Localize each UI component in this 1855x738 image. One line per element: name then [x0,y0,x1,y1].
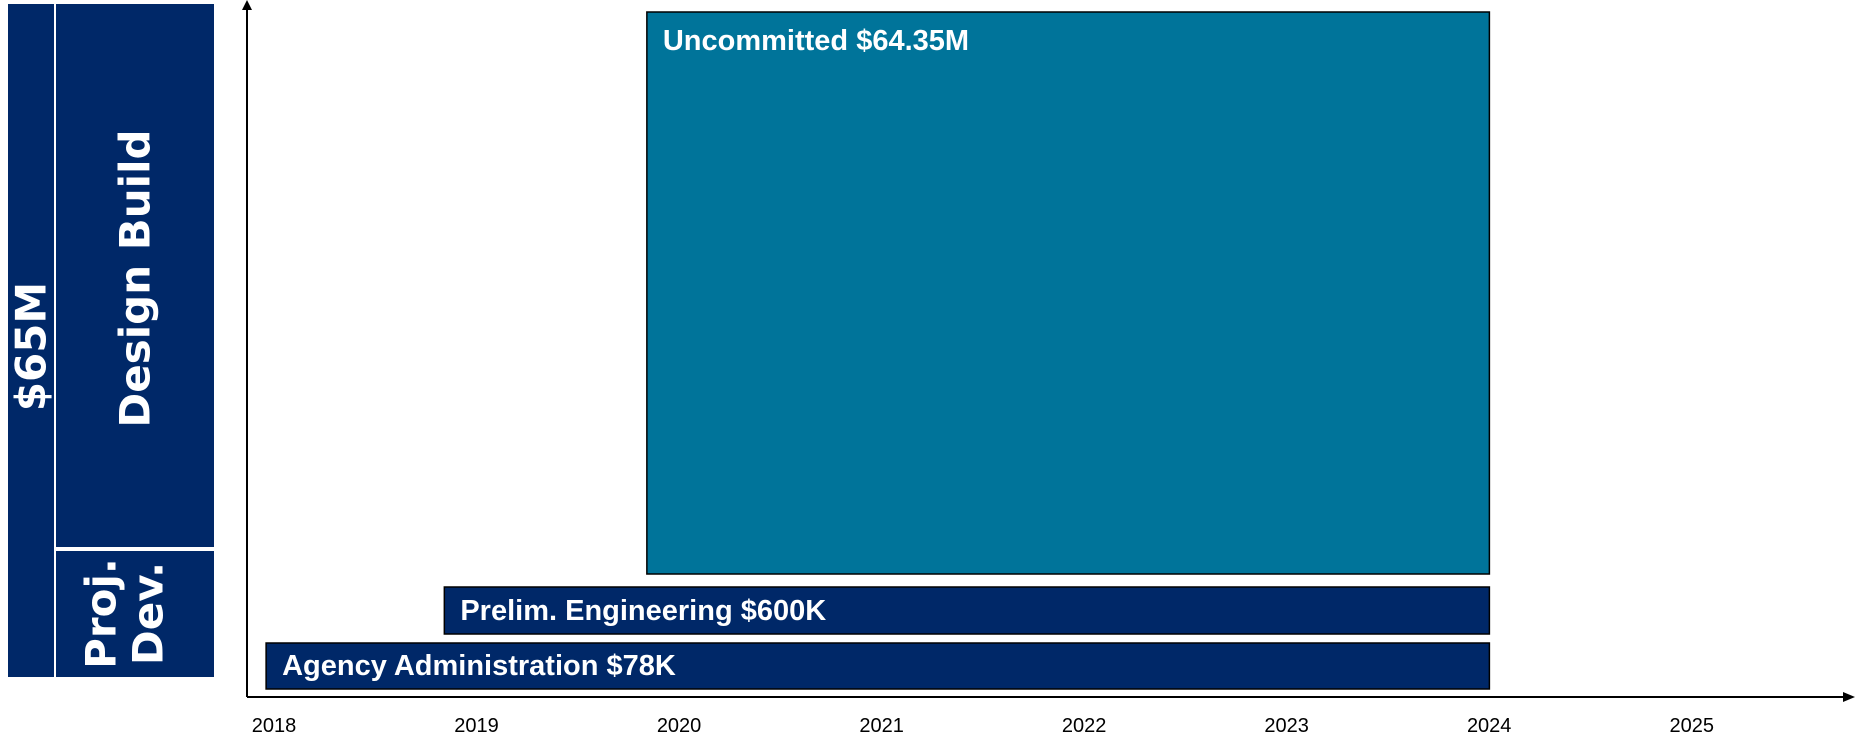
bar-2 [265,642,1491,690]
bar-label-0: Uncommitted $64.35M [663,25,969,57]
proj-dev-phase: Proj. Dev. [56,551,214,677]
x-tick-label-2021: 2021 [859,715,904,737]
y-axis-arrow [242,0,252,10]
x-tick-label-2019: 2019 [454,715,499,737]
bar-label-1: Prelim. Engineering $600K [460,595,826,627]
x-tick-label-2018: 2018 [252,715,297,737]
x-tick-label-2024: 2024 [1467,715,1512,737]
x-tick-label-2022: 2022 [1062,715,1107,737]
bar-1 [443,586,1491,635]
x-tick-label-2023: 2023 [1264,715,1309,737]
x-axis-arrow [1843,692,1855,702]
x-tick-label-2020: 2020 [657,715,702,737]
bar-label-2: Agency Administration $78K [282,650,676,682]
design-build-phase: Design Build [56,4,214,547]
total-budget-panel: $65M [7,4,56,677]
bar-0 [646,11,1491,575]
x-tick-label-2025: 2025 [1669,715,1714,737]
